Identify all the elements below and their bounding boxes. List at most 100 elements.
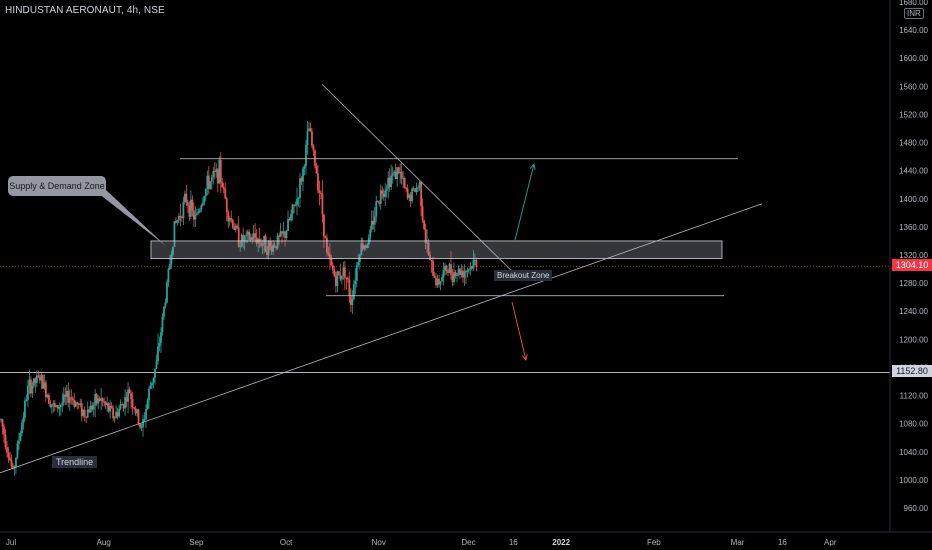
candle-body (326, 238, 328, 253)
candle-body (237, 227, 240, 247)
candle-body (233, 227, 236, 230)
time-tick-label: Jul (6, 538, 16, 547)
candle-body (318, 190, 321, 193)
candle-body (67, 390, 70, 403)
candle-body (18, 440, 20, 444)
candle-body (83, 409, 86, 417)
candle-body (396, 167, 399, 180)
price-tick-label: 1120.00 (900, 392, 929, 401)
candle-body (421, 206, 424, 221)
candle-body (436, 278, 439, 286)
candle-body (134, 408, 137, 414)
candle-body (239, 246, 242, 248)
candle-body (146, 400, 149, 409)
candle-body (266, 251, 269, 255)
price-tick-label: 1680.00 (899, 0, 928, 7)
candle-body (315, 165, 318, 174)
time-tick-label: 2022 (552, 538, 570, 547)
candle-body (308, 128, 310, 132)
candle-body (31, 385, 34, 394)
candle-body (303, 166, 306, 169)
candle-body (306, 131, 309, 146)
candle-body (107, 403, 110, 412)
candle-body (364, 245, 367, 249)
candle-body (189, 199, 192, 217)
candle-body (43, 382, 46, 389)
candle-body (6, 447, 8, 453)
candle-body (363, 245, 366, 250)
candle-body (433, 275, 436, 279)
candle-body (212, 171, 215, 177)
candle-body (34, 378, 37, 383)
candle-body (311, 131, 313, 146)
trendline-label[interactable]: Trendline (52, 456, 98, 468)
candle-body (472, 260, 475, 269)
price-tick-label: 1440.00 (899, 167, 928, 176)
candle-body (149, 385, 152, 389)
candle-body (216, 169, 219, 184)
candle-body (468, 269, 470, 271)
candle-body (191, 199, 194, 211)
candle-body (327, 252, 330, 255)
candle-body (242, 234, 245, 242)
candle-body (219, 159, 222, 182)
candle-body (462, 270, 464, 278)
price-tick-label: 960.00 (904, 504, 929, 513)
candle-body (80, 403, 83, 416)
candle-body (10, 460, 13, 466)
candle-body (152, 377, 155, 383)
candle-body (357, 262, 360, 266)
candle-body (369, 229, 372, 238)
price-tick-label: 1560.00 (899, 82, 928, 91)
candle-body (302, 168, 304, 182)
candle-body (142, 419, 144, 427)
candle-body (145, 408, 147, 419)
candle-body (312, 145, 315, 151)
candle-body (296, 198, 298, 206)
candle-body (12, 465, 14, 469)
candle-body (378, 201, 381, 204)
candle-body (227, 212, 230, 222)
candle-body (225, 198, 228, 213)
candle-body (61, 402, 64, 406)
candle-body (64, 394, 67, 397)
candle-body (435, 278, 437, 286)
candle-body (438, 278, 440, 285)
candle-body (201, 202, 204, 206)
time-tick-label: Nov (372, 538, 386, 547)
candle-body (228, 217, 231, 222)
candle-body (50, 404, 53, 407)
candle-body (89, 405, 92, 413)
candle-body (324, 236, 327, 239)
time-tick-label: Oct (280, 538, 293, 547)
candle-body (148, 388, 150, 401)
candle-body (456, 274, 458, 277)
ascending-trendline (0, 203, 763, 474)
candle-body (340, 275, 343, 280)
candle-body (122, 404, 125, 409)
candle-body (92, 404, 95, 410)
candle-body (270, 246, 273, 252)
candle-body (97, 398, 100, 404)
candle-body (427, 242, 430, 256)
candle-body (402, 178, 405, 180)
candle-body (408, 194, 411, 198)
candle-body (264, 235, 267, 252)
candle-body (1, 419, 4, 427)
candle-body (352, 284, 355, 300)
candle-body (339, 275, 342, 280)
candle-body (394, 171, 397, 180)
candle-body (85, 416, 88, 418)
candle-body (179, 215, 182, 218)
candle-body (231, 219, 234, 228)
candle-body (370, 221, 373, 230)
breakout-zone-label[interactable]: Breakout Zone (494, 270, 553, 281)
candle-body (409, 194, 412, 202)
candle-body (373, 216, 376, 225)
supply-demand-callout[interactable]: Supply & Demand Zone (8, 176, 106, 196)
candle-body (204, 188, 207, 197)
candle-body (236, 225, 239, 228)
currency-badge[interactable]: INR (904, 8, 924, 19)
candle-body (309, 128, 312, 132)
